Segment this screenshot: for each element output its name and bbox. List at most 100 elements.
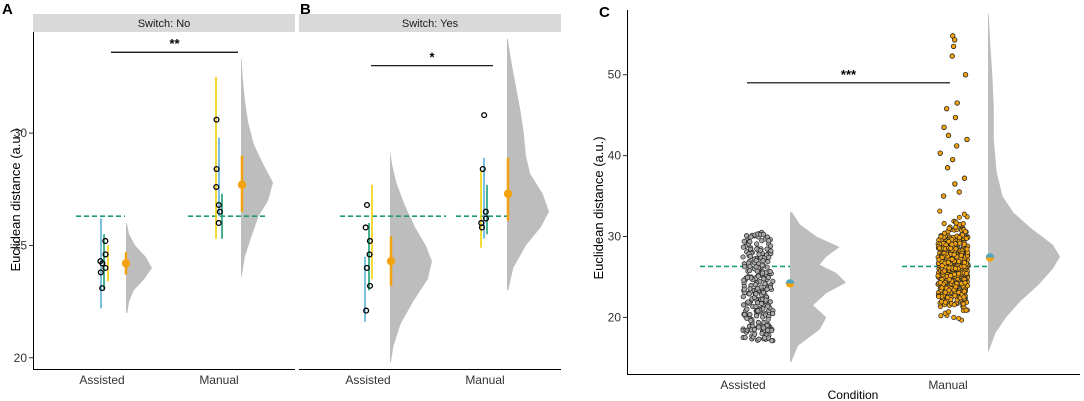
assisted-data-point — [740, 294, 746, 300]
assisted-data-point — [747, 311, 753, 318]
assisted-data-point — [755, 308, 761, 314]
manual-data-point — [952, 293, 958, 299]
assisted-data-point — [761, 276, 767, 282]
assisted-data-point — [761, 325, 767, 331]
manual-outlier-point — [961, 175, 968, 181]
manual-outlier-point — [954, 100, 960, 106]
panel-b-strip-label: Switch: Yes — [402, 18, 459, 30]
manual-density-violin — [507, 38, 549, 291]
assisted-data-point — [770, 278, 776, 284]
manual-data-point — [937, 280, 943, 286]
assisted-data-point — [764, 322, 770, 328]
manual-data-point — [946, 225, 952, 231]
manual-data-point — [936, 245, 942, 251]
panel-c-significance-label: *** — [841, 67, 857, 82]
assisted-data-point — [754, 241, 760, 247]
y-tick-label: 20 — [608, 310, 622, 324]
assisted-data-point — [752, 282, 758, 288]
panel-b-strip — [299, 14, 561, 32]
assisted-data-point — [759, 270, 766, 276]
panel-c-xlabel: Condition — [828, 388, 879, 401]
manual-outlier-point — [949, 53, 955, 59]
manual-data-point — [963, 235, 969, 241]
manual-data-point — [956, 214, 962, 220]
assisted-data-point — [768, 243, 774, 249]
manual-outlier-point — [949, 156, 956, 163]
manual-data-point — [215, 219, 222, 227]
assisted-data-point — [761, 231, 767, 237]
manual-outlier-point — [940, 193, 947, 199]
manual-data-point — [948, 245, 954, 251]
manual-outlier-point — [944, 165, 951, 171]
panel-b-significance-label: * — [429, 50, 435, 65]
manual-outlier-point — [950, 43, 957, 50]
assisted-data-point — [755, 285, 761, 292]
assisted-data-point — [747, 253, 753, 259]
assisted-mean-point-cap — [785, 279, 795, 284]
assisted-data-point — [759, 238, 765, 244]
manual-data-point — [964, 246, 970, 252]
assisted-data-point — [760, 258, 766, 264]
assisted-data-point — [744, 315, 750, 322]
assisted-data-point — [759, 262, 765, 268]
manual-data-point — [938, 233, 944, 240]
assisted-data-point — [741, 277, 747, 283]
panel-b-letter: B — [300, 1, 311, 18]
panel-a-strip — [33, 14, 295, 32]
assisted-data-point — [744, 274, 751, 281]
manual-data-point — [939, 263, 945, 269]
manual-data-point — [213, 183, 220, 191]
manual-mean-point — [237, 180, 247, 189]
manual-data-point — [960, 301, 967, 307]
assisted-data-point — [743, 233, 750, 239]
assisted-data-point — [754, 313, 760, 319]
assisted-data-point — [747, 239, 753, 245]
assisted-data-point — [741, 302, 747, 308]
manual-outlier-point — [964, 136, 970, 143]
manual-data-point — [961, 260, 967, 266]
manual-data-point — [951, 252, 957, 258]
assisted-data-point — [366, 282, 374, 289]
assisted-data-point — [363, 307, 370, 314]
assisted-data-point — [753, 258, 759, 264]
assisted-data-point — [99, 260, 106, 267]
manual-data-point — [963, 307, 969, 313]
panel-b: Switch: Yes B Assisted Manual * — [299, 1, 561, 387]
assisted-data-point — [765, 327, 771, 333]
manual-data-point — [945, 259, 951, 265]
assisted-data-point — [742, 264, 748, 270]
manual-outlier-point — [951, 37, 958, 43]
manual-data-point — [945, 294, 951, 301]
manual-data-point — [956, 315, 962, 321]
assisted-data-point — [762, 335, 768, 341]
manual-outlier-point — [956, 189, 962, 195]
manual-density-violin — [988, 14, 1060, 352]
y-tick-label: 30 — [608, 229, 622, 243]
assisted-data-point — [765, 316, 771, 322]
assisted-data-point — [746, 268, 753, 274]
manual-data-point — [935, 273, 941, 279]
assisted-data-point — [748, 234, 754, 240]
manual-outlier-point — [941, 124, 947, 130]
assisted-data-point — [753, 291, 759, 297]
manual-data-point — [956, 258, 962, 264]
assisted-data-point — [766, 254, 772, 260]
assisted-data-point — [752, 331, 758, 337]
assisted-density-violin — [390, 153, 432, 363]
y-tick-label: 25 — [14, 238, 28, 252]
assisted-data-point — [102, 237, 109, 244]
y-tick-label: 40 — [608, 149, 622, 163]
assisted-data-point — [770, 311, 776, 317]
panel-c: C Euclidean distance (a.u.) Assisted Man… — [591, 4, 1080, 401]
assisted-data-point — [366, 237, 373, 244]
manual-data-point — [953, 284, 959, 290]
manual-data-point — [961, 241, 967, 247]
assisted-data-point — [761, 289, 767, 295]
assisted-data-point — [765, 259, 771, 265]
assisted-data-point — [764, 286, 770, 292]
assisted-data-point — [765, 274, 772, 280]
y-tick-label: 20 — [14, 351, 28, 365]
assisted-data-point — [362, 224, 369, 231]
assisted-data-point — [747, 286, 753, 292]
assisted-data-point — [745, 299, 751, 305]
